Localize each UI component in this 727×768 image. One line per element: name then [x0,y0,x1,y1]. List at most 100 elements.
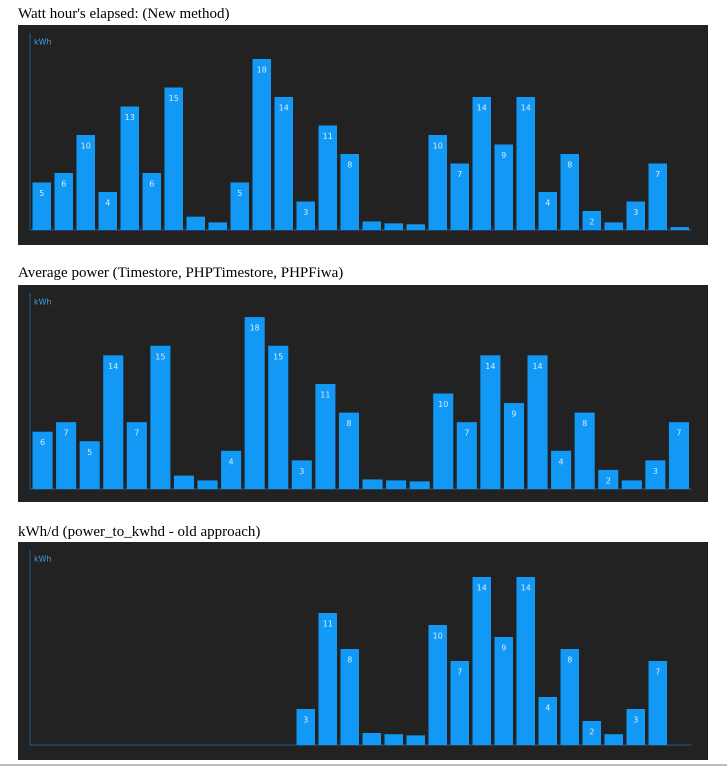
data-label: 4 [559,457,564,466]
bar [79,441,100,489]
data-label: 8 [567,656,572,665]
bar [503,403,524,489]
data-label: 18 [250,324,260,333]
data-label: 6 [149,180,154,189]
bar [582,721,601,745]
bar [362,221,381,230]
data-label: 7 [676,429,681,438]
bar [338,412,359,489]
y-axis-label: kWh [34,555,52,564]
bar [428,625,447,745]
bar [527,355,548,489]
bar [648,661,667,745]
bar [560,649,579,745]
bar [604,734,623,745]
bar [221,450,242,489]
data-label: 3 [633,208,638,217]
data-label: 7 [134,429,139,438]
chart-title: kWh/d (power_to_kwhd - old approach) [18,524,261,540]
data-label: 7 [457,170,462,179]
bar [626,709,645,745]
bar [538,192,557,230]
bar [494,637,513,745]
bar [645,460,666,489]
bar [480,355,501,489]
bar [516,577,535,745]
chart-title: Average power (Timestore, PHPTimestore, … [18,265,344,281]
data-label: 7 [457,668,462,677]
bar [406,224,425,230]
data-label: 3 [653,467,658,476]
bar [186,216,205,230]
bar [384,734,403,745]
bar [450,661,469,745]
data-label: 2 [589,218,594,227]
bar [428,135,447,230]
bar [406,735,425,745]
bar [551,450,572,489]
data-label: 15 [155,352,165,361]
bar [315,383,336,489]
data-label: 15 [273,352,283,361]
bar [142,173,161,230]
bar [126,422,147,489]
bar [560,154,579,230]
bar [668,422,689,489]
bar [494,144,513,230]
bar [296,201,315,230]
bar [538,697,557,745]
bar [291,460,312,489]
bar [384,223,403,230]
data-label: 8 [582,419,587,428]
chart: kWh 6 7 5 14 7 15 4 18 15 3 11 8 10 7 14 9 14 4 8 2 3 7 [18,285,708,502]
data-label: 8 [567,161,572,170]
bar [516,97,535,230]
data-label: 14 [521,104,531,113]
bar [574,412,595,489]
data-label: 11 [320,390,330,399]
bar [274,97,293,230]
bar [362,733,381,745]
data-label: 8 [347,161,352,170]
data-label: 10 [433,142,443,151]
data-label: 7 [655,170,660,179]
data-label: 11 [323,620,333,629]
chart: kWh 3 11 8 10 7 14 9 14 4 8 2 3 7 [18,542,708,760]
bar [268,345,289,489]
bar [386,480,407,489]
data-label: 5 [87,448,92,457]
bar [621,480,642,489]
bar [450,163,469,230]
data-label: 6 [40,438,45,447]
bar [32,182,51,230]
bar [120,106,139,230]
data-label: 11 [323,132,333,141]
bar [252,59,271,230]
bar [604,222,623,230]
data-label: 8 [347,656,352,665]
data-label: 13 [125,113,135,122]
bar [197,480,218,489]
data-label: 14 [485,362,495,371]
data-label: 3 [299,467,304,476]
data-label: 6 [61,180,66,189]
bar [472,97,491,230]
bar [340,649,359,745]
bar [150,345,171,489]
chart: kWh 5 6 10 4 13 6 15 5 18 14 3 11 8 10 7 14 9 14 4 8 2 3 7 [18,25,708,245]
data-label: 14 [477,584,487,593]
bar [208,222,227,230]
data-label: 10 [433,632,443,641]
bar [582,211,601,230]
bar [103,355,124,489]
data-label: 4 [229,457,234,466]
data-label: 3 [303,208,308,217]
y-axis-label: kWh [34,38,52,47]
data-label: 7 [655,668,660,677]
bar [98,192,117,230]
bar [598,469,619,489]
bar [244,317,265,489]
data-label: 14 [477,104,487,113]
data-label: 2 [606,476,611,485]
